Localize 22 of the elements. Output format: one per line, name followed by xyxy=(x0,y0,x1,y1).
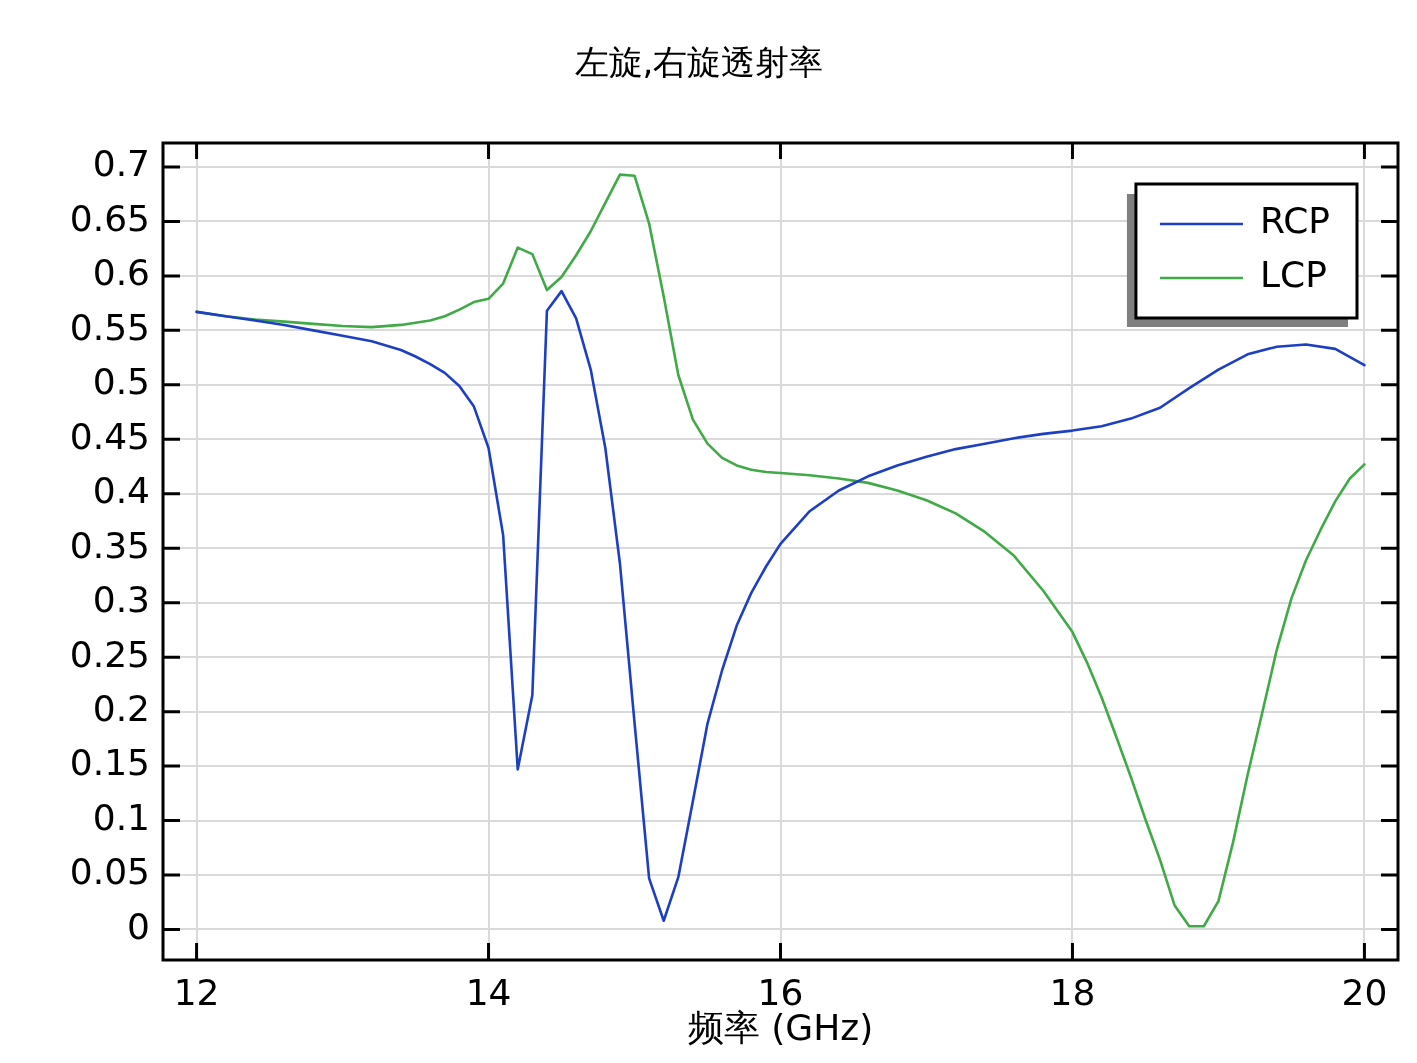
y-tick-label: 0.3 xyxy=(92,579,150,621)
y-tick-label: 0 xyxy=(127,905,150,947)
x-tick-label: 18 xyxy=(1049,971,1096,1013)
y-tick-label: 0.05 xyxy=(69,851,150,893)
legend-label: LCP xyxy=(1259,254,1327,296)
x-tick-label: 20 xyxy=(1341,971,1388,1013)
y-tick-label: 0.7 xyxy=(92,143,150,185)
y-tick-label: 0.1 xyxy=(92,796,150,838)
y-tick-label: 0.4 xyxy=(92,470,150,512)
y-tick-label: 0.35 xyxy=(69,524,150,566)
y-tick-label: 0.55 xyxy=(69,306,150,348)
x-tick-label: 14 xyxy=(465,971,512,1013)
x-tick-label: 12 xyxy=(173,971,220,1013)
y-tick-label: 0.15 xyxy=(69,742,150,784)
y-tick-label: 0.5 xyxy=(92,361,150,403)
y-tick-label: 0.65 xyxy=(69,197,150,239)
y-tick-label: 0.45 xyxy=(69,415,150,457)
y-tick-label: 0.2 xyxy=(92,687,150,729)
y-tick-label: 0.6 xyxy=(92,252,150,294)
legend-label: RCP xyxy=(1259,200,1331,242)
y-tick-label: 0.25 xyxy=(69,633,150,675)
chart-title: 左旋,右旋透射率 xyxy=(574,42,824,83)
